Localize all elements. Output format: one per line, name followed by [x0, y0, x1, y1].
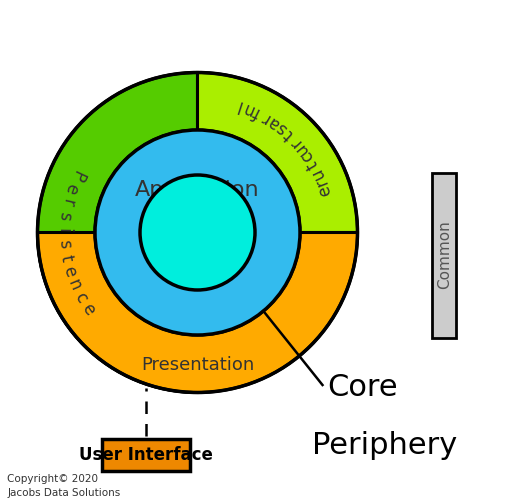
Text: e: e	[61, 181, 81, 196]
Text: t: t	[56, 253, 75, 263]
Text: i: i	[54, 228, 73, 232]
FancyBboxPatch shape	[432, 172, 456, 338]
Text: s: s	[55, 239, 73, 250]
Text: t: t	[303, 158, 322, 172]
Circle shape	[95, 130, 299, 335]
Wedge shape	[38, 232, 357, 392]
Circle shape	[140, 175, 254, 290]
Text: a: a	[264, 112, 282, 132]
Text: Common: Common	[436, 220, 451, 290]
Text: e: e	[314, 184, 334, 199]
Text: I: I	[233, 96, 243, 114]
Text: u: u	[306, 164, 327, 182]
FancyBboxPatch shape	[102, 438, 190, 471]
Wedge shape	[197, 72, 357, 233]
Text: e: e	[77, 300, 98, 318]
Text: r: r	[257, 108, 272, 126]
Text: Copyright© 2020
Jacobs Data Solutions: Copyright© 2020 Jacobs Data Solutions	[8, 474, 121, 498]
Text: r: r	[286, 133, 304, 150]
Text: t: t	[279, 126, 297, 144]
Text: Domain: Domain	[154, 222, 240, 242]
Text: u: u	[291, 139, 312, 158]
Text: s: s	[272, 118, 290, 138]
Text: Core: Core	[327, 373, 398, 402]
Text: c: c	[70, 289, 91, 306]
Text: n: n	[64, 276, 84, 293]
Text: e: e	[60, 264, 79, 279]
Text: r: r	[311, 176, 330, 188]
Text: Presentation: Presentation	[140, 356, 253, 374]
Text: f: f	[249, 103, 263, 122]
Text: c: c	[297, 148, 317, 166]
Text: Periphery: Periphery	[312, 430, 457, 460]
Text: n: n	[239, 98, 256, 119]
Text: s: s	[55, 211, 74, 222]
Wedge shape	[38, 72, 197, 392]
Text: r: r	[58, 197, 76, 208]
Text: Application: Application	[135, 180, 259, 200]
Text: P: P	[66, 168, 87, 184]
Text: User Interface: User Interface	[79, 446, 213, 464]
